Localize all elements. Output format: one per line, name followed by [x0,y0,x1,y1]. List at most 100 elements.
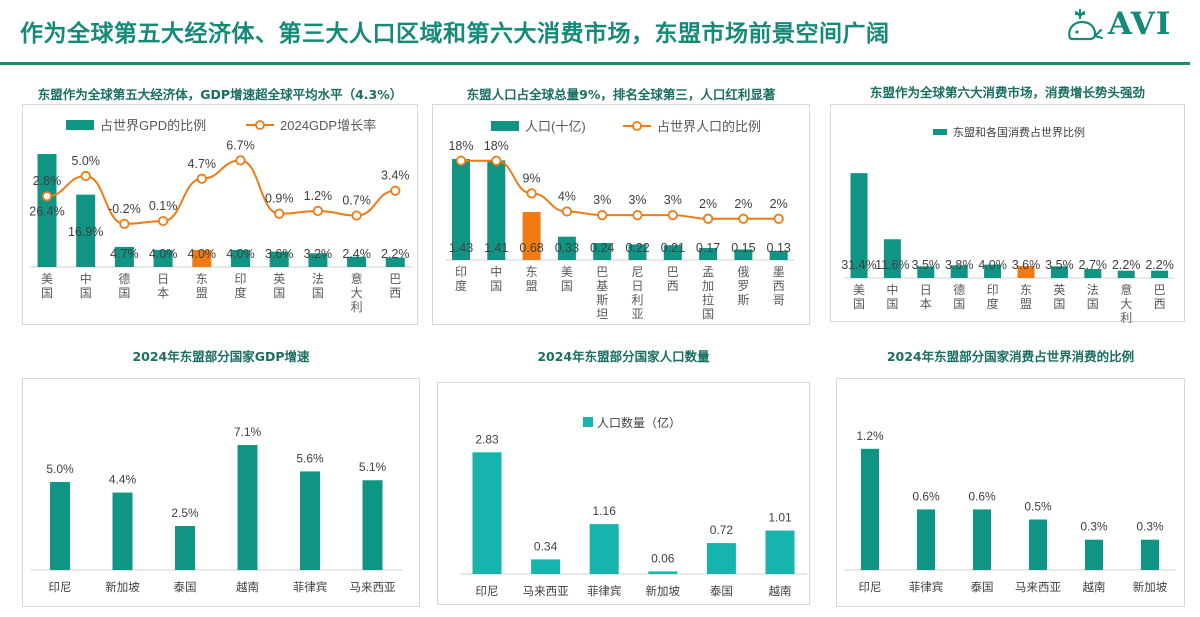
bar [385,257,405,267]
category-label: 菲律宾 [587,584,622,598]
bar [765,530,795,574]
bar [593,243,612,260]
category-label: 马来西亚 [1015,581,1061,594]
bar-data-label: 0.06 [651,551,675,565]
bar-data-label: 0.22 [625,241,649,255]
category-label: 印 [987,283,999,297]
bar-data-label: 1.43 [449,241,473,255]
line-point [235,155,246,166]
bar-data-label: 5.6% [296,451,324,465]
chart-panel-population-share: 18% 18% 9% 4% 3% 3% 3% 2% 2% 2% 1.43 1.41 0.68 0.33 0.… [432,104,810,325]
category-label: 盟 [526,279,538,293]
category-label: 中 [80,271,92,286]
category-label: 国 [953,297,965,311]
category-label: 大 [1120,297,1132,311]
line-point [312,205,323,217]
bar [300,471,320,570]
category-label: 越南 [769,584,792,598]
line-point [119,218,130,229]
bar-data-label: 0.68 [519,241,543,255]
category-label: 西 [1154,297,1166,311]
category-label: 印尼 [49,581,72,594]
bar-data-label: 16.9% [68,225,103,239]
chart-panel-gdp-share: 2.8% 5.0% -0.2% 0.1% 4.7% 6.7% 0.9% 1.2% 0.7% 3.4… [22,104,418,325]
legend-line-marker [255,120,265,130]
line-data-label: 4.7% [188,157,217,171]
line-data-label: 2% [770,197,788,211]
bar [231,249,250,267]
category-label: 新加坡 [105,580,140,594]
bar-data-label: 3.6% [1012,258,1041,272]
category-label: 基 [596,279,608,293]
line-point [196,173,207,184]
bar [1017,265,1035,278]
bar [1050,266,1068,278]
bar [1085,539,1103,570]
category-label: 哥 [773,293,785,307]
bar [950,265,968,278]
category-label: 越南 [1083,580,1106,594]
asean-population-chart: 2.83 0.34 1.16 0.06 0.72 1.01 印尼 马来西亚 菲律宾 新加坡 泰国 越南… [459,415,808,598]
line-point [526,188,537,199]
bar [522,211,541,260]
bar [237,445,258,570]
bar [850,173,868,278]
chart-panel-asean-population: 2.83 0.34 1.16 0.06 0.72 1.01 印尼 马来西亚 菲律宾 新加坡 泰国 越南… [437,382,810,605]
line-point [455,155,467,166]
line-point [667,210,678,221]
bar [769,250,788,260]
legend-label: 占世界GPD的比例 [100,118,206,133]
category-label: 日 [157,272,169,286]
bar-data-label: 3.6% [265,247,294,261]
line-data-label: 0.1% [149,199,178,213]
legend-bar-swatch [933,129,947,135]
bar-data-label: 2.7% [1079,258,1108,272]
chart-title-population-share: 东盟人口占全球总量9%，排名全球第三，人口红利显著 [466,87,776,102]
bar [347,256,367,267]
category-label: 巴 [389,272,401,286]
legend-bar-swatch [66,120,94,130]
bar [706,543,736,574]
avi-logo: AVI [1064,6,1194,52]
bar [1117,270,1135,278]
line-data-label: 4% [558,190,576,204]
bar [472,452,502,574]
bar [883,239,901,278]
bar-data-label: 1.16 [593,504,617,518]
legend-label: 人口数量（亿） [597,415,681,430]
category-label: 巴 [1154,283,1166,297]
line-data-label: 0.9% [265,192,294,206]
bar-data-label: 5.0% [46,462,74,476]
line-point [773,213,784,224]
bar-data-label: 4.4% [109,473,137,487]
bar [112,492,133,570]
title-divider [0,62,1190,65]
category-label: 泰国 [971,580,994,594]
category-label: 国 [490,279,502,293]
bar-data-label: 4.0% [149,247,178,261]
line-data-label: 1.2% [304,189,333,203]
bar-data-label: 0.13 [767,241,791,255]
line-point [351,210,362,221]
category-label: 东 [196,272,208,286]
category-label: 东 [526,265,538,279]
bar-data-label: 4.7% [110,247,139,261]
bar [192,249,212,267]
category-label: 日 [631,279,643,293]
legend-line-marker [632,121,642,131]
bar-data-label: 2.4% [342,247,371,261]
legend-label: 人口(十亿) [525,119,586,134]
category-label: 法 [312,272,324,286]
category-label: 国 [561,279,573,293]
bar [308,253,328,267]
page-title: 作为全球第五大经济体、第三大人口区域和第六大消费市场，东盟市场前景空间广阔 [20,21,890,47]
bar-data-label: 2.2% [1145,258,1174,272]
bar-data-label: 11.6% [875,258,910,272]
line-point [158,215,169,227]
chart-title-asean-gdp-growth: 2024年东盟部分国家GDP增速 [132,349,310,364]
category-label: 意 [1120,282,1132,297]
legend-label: 2024GDP增长率 [280,118,376,133]
category-label: 巴 [667,265,679,279]
category-label: 尼 [631,265,643,279]
line-point [632,210,643,221]
